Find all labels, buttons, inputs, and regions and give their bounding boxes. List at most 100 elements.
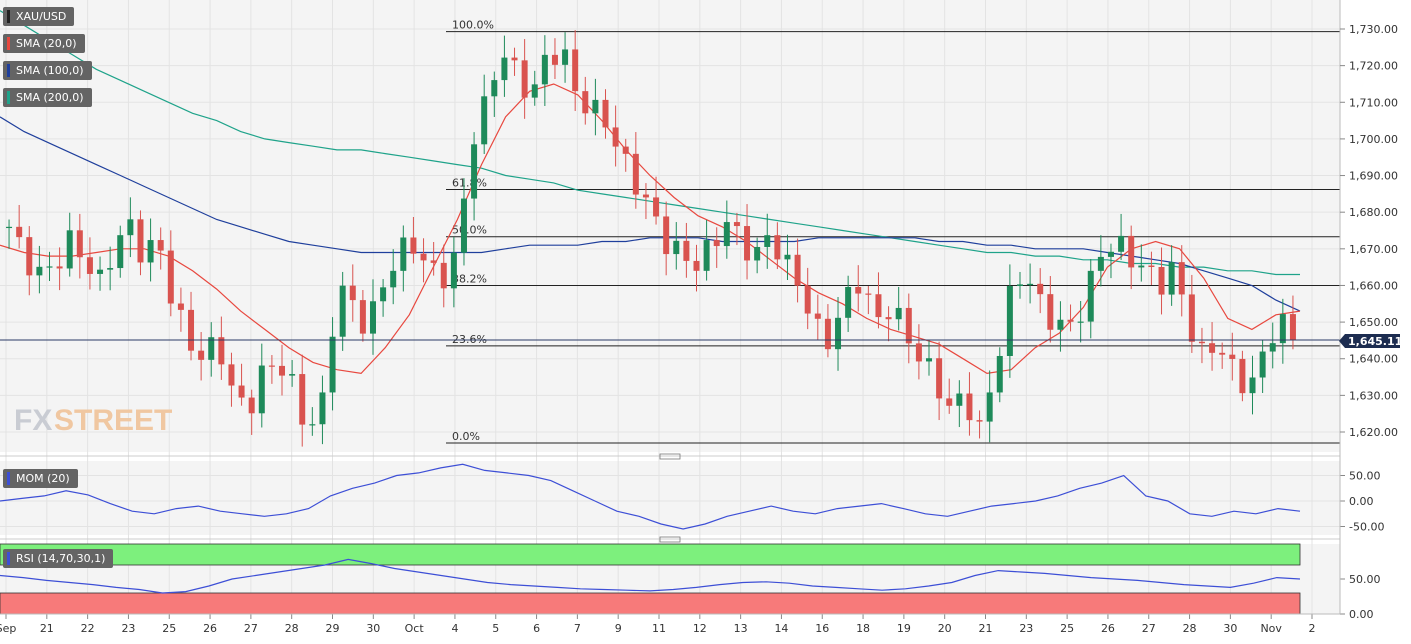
candle-body — [481, 96, 488, 145]
candle-body — [996, 355, 1003, 393]
candle-body — [703, 240, 710, 271]
moving-averages — [0, 10, 1301, 375]
date-tick-label: 23 — [121, 622, 135, 635]
candle-body — [1138, 265, 1145, 268]
mom-tick-label: 50.00 — [1349, 470, 1381, 483]
candle-body — [926, 358, 933, 362]
date-tick-label: 25 — [162, 622, 176, 635]
candle-body — [1037, 283, 1044, 295]
candle-body — [501, 57, 508, 81]
candle-body — [107, 268, 114, 270]
candle-body — [744, 226, 751, 261]
candle-body — [1148, 265, 1155, 268]
date-tick-label: 18 — [856, 622, 870, 635]
date-tick-label: 29 — [326, 622, 340, 635]
candle-body — [1259, 351, 1266, 378]
date-tick-label: 28 — [1183, 622, 1197, 635]
price-tick-label: 1,710.00 — [1349, 96, 1398, 109]
rsi-overbought-zone — [0, 543, 1301, 566]
candle-body — [622, 146, 629, 154]
legend-label: SMA (100,0) — [16, 64, 84, 77]
candle-body — [855, 286, 862, 294]
price-tick-label: 1,620.00 — [1349, 426, 1398, 439]
candle-body — [319, 392, 326, 425]
candle-body — [218, 337, 225, 365]
series-swatch — [7, 91, 10, 104]
pane-resize-handle-1[interactable] — [659, 453, 681, 460]
candle-body — [46, 266, 53, 268]
candle-body — [1219, 352, 1226, 355]
candle-body — [663, 216, 670, 255]
rsi-tick-label: 0.00 — [1349, 608, 1374, 621]
candle-body — [1077, 321, 1084, 323]
candle-body — [1047, 294, 1054, 330]
price-tick-label: 1,680.00 — [1349, 206, 1398, 219]
legend-xauusd[interactable]: XAU/USD — [3, 7, 75, 26]
candle-body — [562, 49, 569, 65]
fibonacci-levels: 100.0% 61.8% 50.0% 38.2% 23.6% 0.0% — [446, 19, 1340, 444]
last-price-text: 1,645.11 — [1348, 335, 1402, 348]
grid-lines — [0, 0, 1340, 614]
date-tick-label: 26 — [203, 622, 217, 635]
candle-body — [137, 219, 144, 263]
date-tick-label: 25 — [1060, 622, 1074, 635]
rsi-line — [0, 558, 1301, 594]
watermark-fx: FX — [14, 404, 52, 437]
date-tick-label: 5 — [492, 622, 499, 635]
legend-sma200[interactable]: SMA (200,0) — [3, 88, 92, 107]
candle-body — [359, 300, 366, 334]
candle-body — [76, 230, 83, 258]
mom-tick-label: 0.00 — [1349, 495, 1374, 508]
candle-body — [531, 84, 538, 98]
candle-body — [986, 392, 993, 422]
legend-sma100[interactable]: SMA (100,0) — [3, 61, 92, 80]
date-axis[interactable]: Sep 21 22 23 25 26 27 28 29 30 Oct 4 5 6 7 9 11 12 13 14 16 1… — [0, 613, 1340, 635]
price-tick-label: 1,690.00 — [1349, 170, 1398, 183]
candle-body — [410, 237, 417, 254]
price-tick-label: 1,650.00 — [1349, 316, 1398, 329]
candle-body — [814, 313, 821, 319]
legend-sma20[interactable]: SMA (20,0) — [3, 34, 85, 53]
date-tick-label: Oct — [405, 622, 425, 635]
date-tick-label: 4 — [451, 622, 458, 635]
price-tick-label: 1,670.00 — [1349, 243, 1398, 256]
candle-body — [713, 240, 720, 247]
candle-body — [117, 235, 124, 269]
candle-body — [1158, 267, 1165, 295]
candle-body — [612, 127, 619, 147]
series-swatch — [7, 552, 10, 565]
candle-body — [865, 293, 872, 295]
candle-body — [339, 285, 346, 337]
price-axis[interactable]: 1,730.00 1,720.00 1,710.00 1,700.00 1,690.00… — [1339, 0, 1398, 614]
candle-body — [208, 337, 215, 360]
legend-mom[interactable]: MOM (20) — [3, 469, 78, 488]
candle-body — [97, 269, 104, 274]
candle-body — [804, 285, 811, 314]
candle-body — [400, 237, 407, 271]
legend-rsi[interactable]: RSI (14,70,30,1) — [3, 549, 114, 568]
candle-body — [541, 54, 548, 85]
candle-body — [653, 197, 660, 217]
rsi-tick-label: 50.00 — [1349, 573, 1381, 586]
series-swatch — [7, 64, 10, 77]
candle-body — [1128, 235, 1135, 268]
candle-body — [420, 253, 427, 261]
candle-body — [1087, 270, 1094, 322]
candle-body — [733, 222, 740, 227]
candle-body — [642, 194, 649, 198]
candle-body — [835, 317, 842, 350]
date-tick-label: Nov — [1260, 622, 1282, 635]
candle-body — [1118, 235, 1125, 252]
candle-body — [188, 309, 195, 351]
candle-body — [36, 266, 43, 276]
watermark-street: STREET — [54, 404, 172, 437]
price-tick-label: 1,730.00 — [1349, 23, 1398, 36]
date-tick-label: 20 — [938, 622, 952, 635]
pane-resize-handle-2[interactable] — [659, 536, 681, 543]
candle-body — [905, 307, 912, 344]
fib-label: 50.0% — [452, 224, 487, 237]
fib-label: 38.2% — [452, 272, 487, 285]
candle-body — [1289, 314, 1296, 340]
